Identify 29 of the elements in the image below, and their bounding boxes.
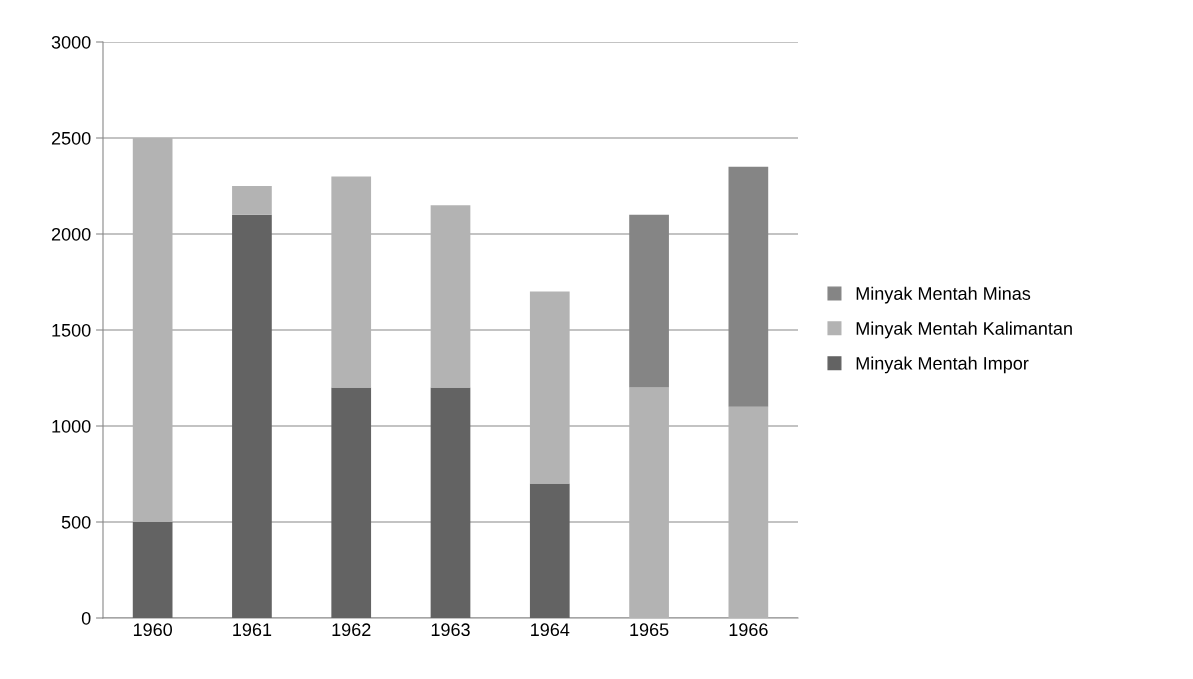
legend-label: Minyak Mentah Minas xyxy=(856,286,1031,304)
y-tick-label: 1000 xyxy=(52,419,91,433)
x-tick-label: 1965 xyxy=(630,623,669,637)
y-tick-label: 0 xyxy=(81,611,91,625)
bar xyxy=(430,205,471,388)
bar xyxy=(728,406,769,618)
y-tick-label: 3000 xyxy=(51,35,91,49)
bar xyxy=(331,176,372,388)
legend-label: Minyak Mentah Kalimantan xyxy=(856,321,1072,339)
y-tick-label: 500 xyxy=(61,515,91,529)
x-tick-label: 1966 xyxy=(729,623,768,637)
bar xyxy=(331,387,372,618)
y-tick-label: 2500 xyxy=(51,131,91,145)
y-tick-label: 1500 xyxy=(52,323,91,337)
bar xyxy=(132,522,173,618)
bar xyxy=(629,387,669,618)
legend-label: Minyak Mentah Impor xyxy=(856,356,1029,374)
bar xyxy=(232,214,272,618)
x-tick-label: 1960 xyxy=(133,623,173,637)
bar xyxy=(529,291,570,484)
y-tick-label: 2000 xyxy=(51,227,91,241)
x-tick-label: 1964 xyxy=(531,623,570,637)
bar xyxy=(232,186,272,215)
bar xyxy=(529,483,570,618)
bar xyxy=(132,138,173,522)
bar xyxy=(430,387,471,618)
x-tick-label: 1962 xyxy=(332,623,371,637)
x-tick-label: 1963 xyxy=(431,623,470,637)
x-tick-label: 1961 xyxy=(233,623,272,637)
